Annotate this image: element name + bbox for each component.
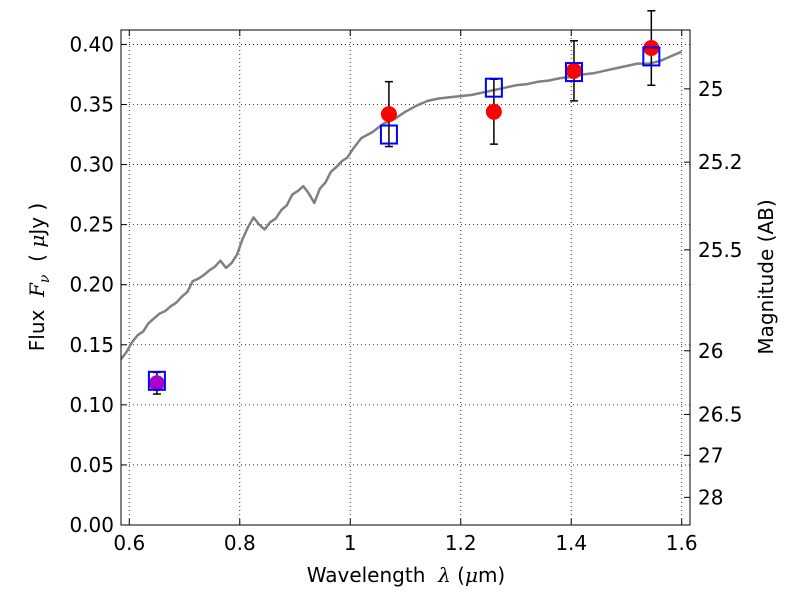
y-tick-label: 0.30 xyxy=(69,153,114,177)
grid xyxy=(121,30,690,526)
model-photometry-point xyxy=(642,46,661,67)
y-tick-label: 0.15 xyxy=(69,333,114,357)
x-tick-label: 1.2 xyxy=(445,531,477,555)
data-layer xyxy=(121,10,683,395)
observed-point xyxy=(380,106,397,123)
model-photometry-point xyxy=(147,370,166,391)
x-axis-label: Wavelength λ (μm) xyxy=(307,563,506,587)
y2-tick-label: 26.5 xyxy=(698,402,743,426)
plot-frame xyxy=(120,29,691,526)
y-tick-label: 0.40 xyxy=(69,32,114,56)
observed-point xyxy=(148,375,165,392)
y-tick-label: 0.05 xyxy=(69,453,114,477)
y2-tick-label: 26 xyxy=(698,339,723,363)
observed-point xyxy=(565,62,582,79)
x-tick-label: 0.6 xyxy=(113,531,145,555)
observed-point xyxy=(485,103,502,120)
x-tick-label: 1 xyxy=(344,531,357,555)
spectrum-line xyxy=(121,50,683,360)
y-tick-label: 0.35 xyxy=(69,92,114,116)
y-tick-label: 0.25 xyxy=(69,213,114,237)
model-photometry-point xyxy=(564,62,583,83)
y2-tick-label: 27 xyxy=(698,443,723,467)
y2-tick-label: 25.5 xyxy=(698,238,743,262)
model-photometry-point xyxy=(484,77,503,98)
y2-tick-label: 25.2 xyxy=(698,150,743,174)
ticks: 0.6 0.8 1 1.2 1.4 1.6 0.00 0.05 0.10 0.15 0.20 0.25… xyxy=(69,30,743,555)
y2-tick-label: 28 xyxy=(698,485,723,509)
y-tick-label: 0.00 xyxy=(69,513,114,537)
y2-axis-label: Magnitude (AB) xyxy=(754,199,778,354)
x-tick-label: 1.4 xyxy=(555,531,587,555)
x-tick-label: 0.8 xyxy=(224,531,256,555)
model-photometry-point xyxy=(379,124,398,145)
y-tick-label: 0.20 xyxy=(69,273,114,297)
y2-tick-label: 25 xyxy=(698,77,723,101)
y-tick-label: 0.10 xyxy=(69,393,114,417)
y-axis-label: Flux Fν ( μJy ) xyxy=(25,203,53,351)
x-tick-label: 1.6 xyxy=(666,531,698,555)
